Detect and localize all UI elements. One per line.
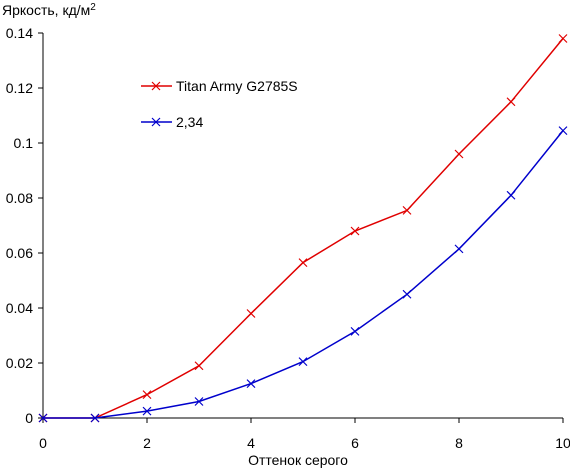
y-tick-label: 0.1 xyxy=(14,135,34,151)
x-tick-label: 2 xyxy=(143,435,151,451)
y-tick-label: 0.06 xyxy=(6,245,33,261)
legend: Titan Army G2785S 2,34 xyxy=(141,78,298,130)
data-point xyxy=(506,97,516,107)
data-point xyxy=(454,149,464,159)
x-tick-label: 4 xyxy=(247,435,255,451)
data-point xyxy=(454,244,464,254)
data-point xyxy=(402,205,412,215)
y-tick-label: 0.14 xyxy=(6,25,33,41)
x-axis-title: Оттенок серого xyxy=(248,452,348,468)
x-tick-label: 6 xyxy=(351,435,359,451)
series-group xyxy=(38,34,568,423)
legend-label: 2,34 xyxy=(176,114,203,130)
y-axis-ticks: 0 0.02 0.04 0.06 0.08 0.1 0.12 0.14 xyxy=(6,25,43,426)
data-point xyxy=(506,190,516,200)
x-tick-label: 0 xyxy=(39,435,47,451)
data-point xyxy=(558,34,568,43)
series-2 xyxy=(38,126,568,423)
data-point xyxy=(194,361,204,371)
data-point xyxy=(402,289,412,299)
y-axis-title: Яркость, кд/м2 xyxy=(2,2,96,18)
data-point xyxy=(142,406,152,416)
legend-item-1: Titan Army G2785S xyxy=(141,78,298,94)
x-tick-label: 8 xyxy=(455,435,463,451)
y-tick-label: 0.08 xyxy=(6,190,33,206)
series-line xyxy=(43,130,564,419)
data-point xyxy=(90,413,100,423)
y-tick-label: 0 xyxy=(25,410,33,426)
data-point xyxy=(350,226,360,236)
data-point xyxy=(142,390,152,400)
y-tick-label: 0.12 xyxy=(6,80,33,96)
y-tick-label: 0.04 xyxy=(6,300,33,316)
data-point xyxy=(558,126,568,136)
legend-marker xyxy=(151,81,161,91)
legend-marker xyxy=(151,117,161,127)
data-point xyxy=(194,397,204,406)
data-point xyxy=(298,357,308,367)
y-tick-label: 0.02 xyxy=(6,355,33,371)
axes xyxy=(42,33,563,419)
data-point xyxy=(350,326,360,336)
x-tick-label: 10 xyxy=(555,435,570,451)
data-point xyxy=(246,309,256,318)
x-axis-ticks: 0 2 4 6 8 10 xyxy=(39,418,570,451)
data-point xyxy=(298,258,308,268)
legend-item-2: 2,34 xyxy=(141,114,203,130)
legend-label: Titan Army G2785S xyxy=(176,78,298,94)
data-point xyxy=(246,379,256,389)
series-1 xyxy=(38,34,568,423)
data-point xyxy=(38,413,48,423)
